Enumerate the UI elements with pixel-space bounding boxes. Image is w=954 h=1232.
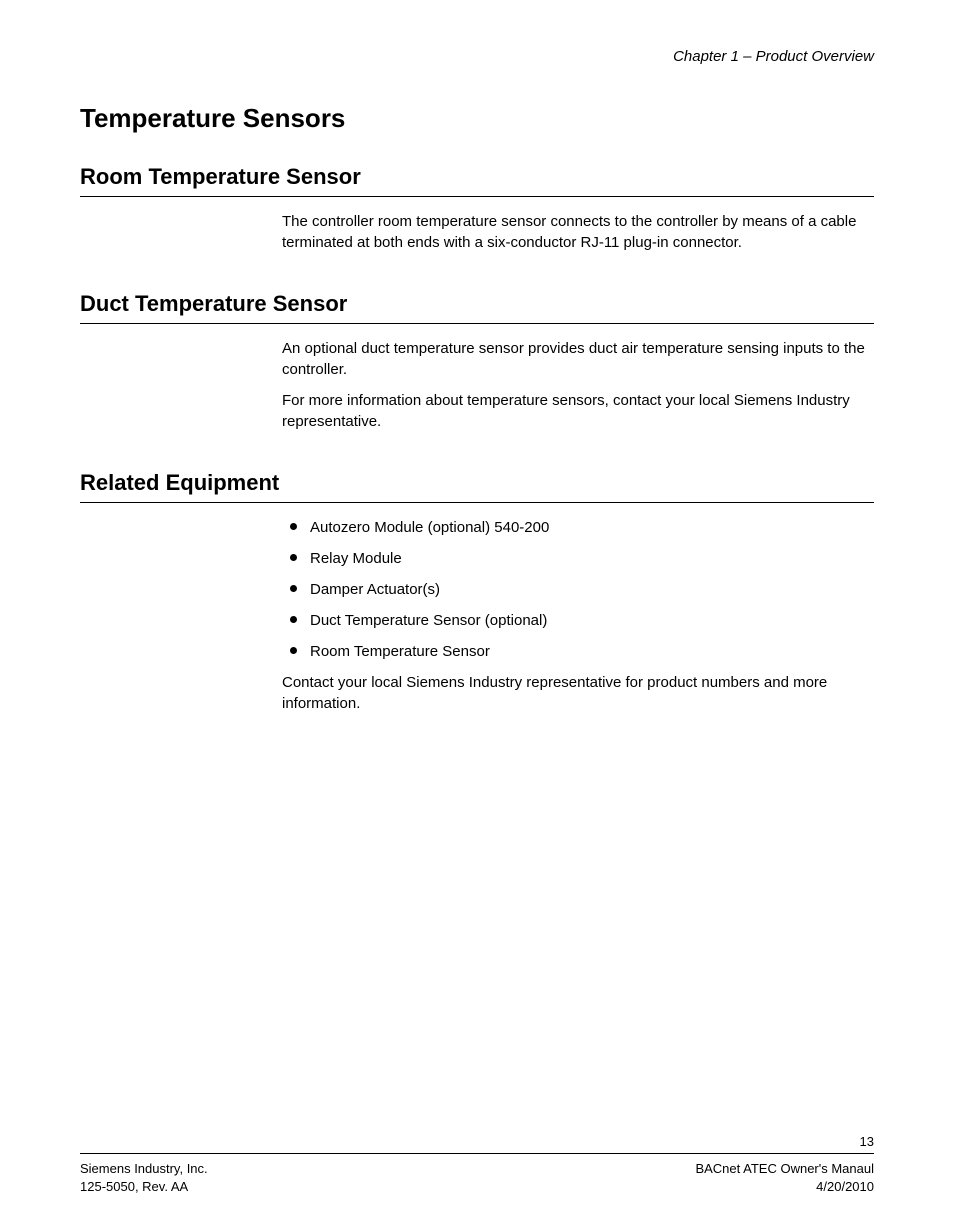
section-rule [80,502,874,503]
section-body-duct: An optional duct temperature sensor prov… [282,338,874,432]
paragraph: Contact your local Siemens Industry repr… [282,672,874,714]
footer-company: Siemens Industry, Inc. [80,1160,208,1178]
section-body-room: The controller room temperature sensor c… [282,211,874,253]
page-footer: 13 Siemens Industry, Inc. 125-5050, Rev.… [80,1134,874,1196]
footer-doc-title: BACnet ATEC Owner's Manaul [695,1160,874,1178]
list-item: Autozero Module (optional) 540-200 [282,517,874,538]
footer-row: Siemens Industry, Inc. 125-5050, Rev. AA… [80,1160,874,1196]
bullet-list: Autozero Module (optional) 540-200 Relay… [282,517,874,662]
page-number: 13 [80,1134,874,1149]
footer-docnum: 125-5050, Rev. AA [80,1178,208,1196]
list-item: Relay Module [282,548,874,569]
page: Chapter 1 – Product Overview Temperature… [0,0,954,1232]
section-body-related: Autozero Module (optional) 540-200 Relay… [282,517,874,714]
paragraph: An optional duct temperature sensor prov… [282,338,874,380]
list-item: Duct Temperature Sensor (optional) [282,610,874,631]
paragraph: For more information about temperature s… [282,390,874,432]
section-gap [80,442,874,470]
section-heading-duct: Duct Temperature Sensor [80,291,874,317]
section-heading-room: Room Temperature Sensor [80,164,874,190]
page-title: Temperature Sensors [80,103,874,134]
section-rule [80,196,874,197]
footer-right: BACnet ATEC Owner's Manaul 4/20/2010 [695,1160,874,1196]
footer-left: Siemens Industry, Inc. 125-5050, Rev. AA [80,1160,208,1196]
footer-rule [80,1153,874,1154]
list-item: Room Temperature Sensor [282,641,874,662]
paragraph: The controller room temperature sensor c… [282,211,874,253]
footer-date: 4/20/2010 [695,1178,874,1196]
section-gap [80,263,874,291]
section-heading-related: Related Equipment [80,470,874,496]
list-item: Damper Actuator(s) [282,579,874,600]
chapter-header: Chapter 1 – Product Overview [80,48,874,65]
section-rule [80,323,874,324]
